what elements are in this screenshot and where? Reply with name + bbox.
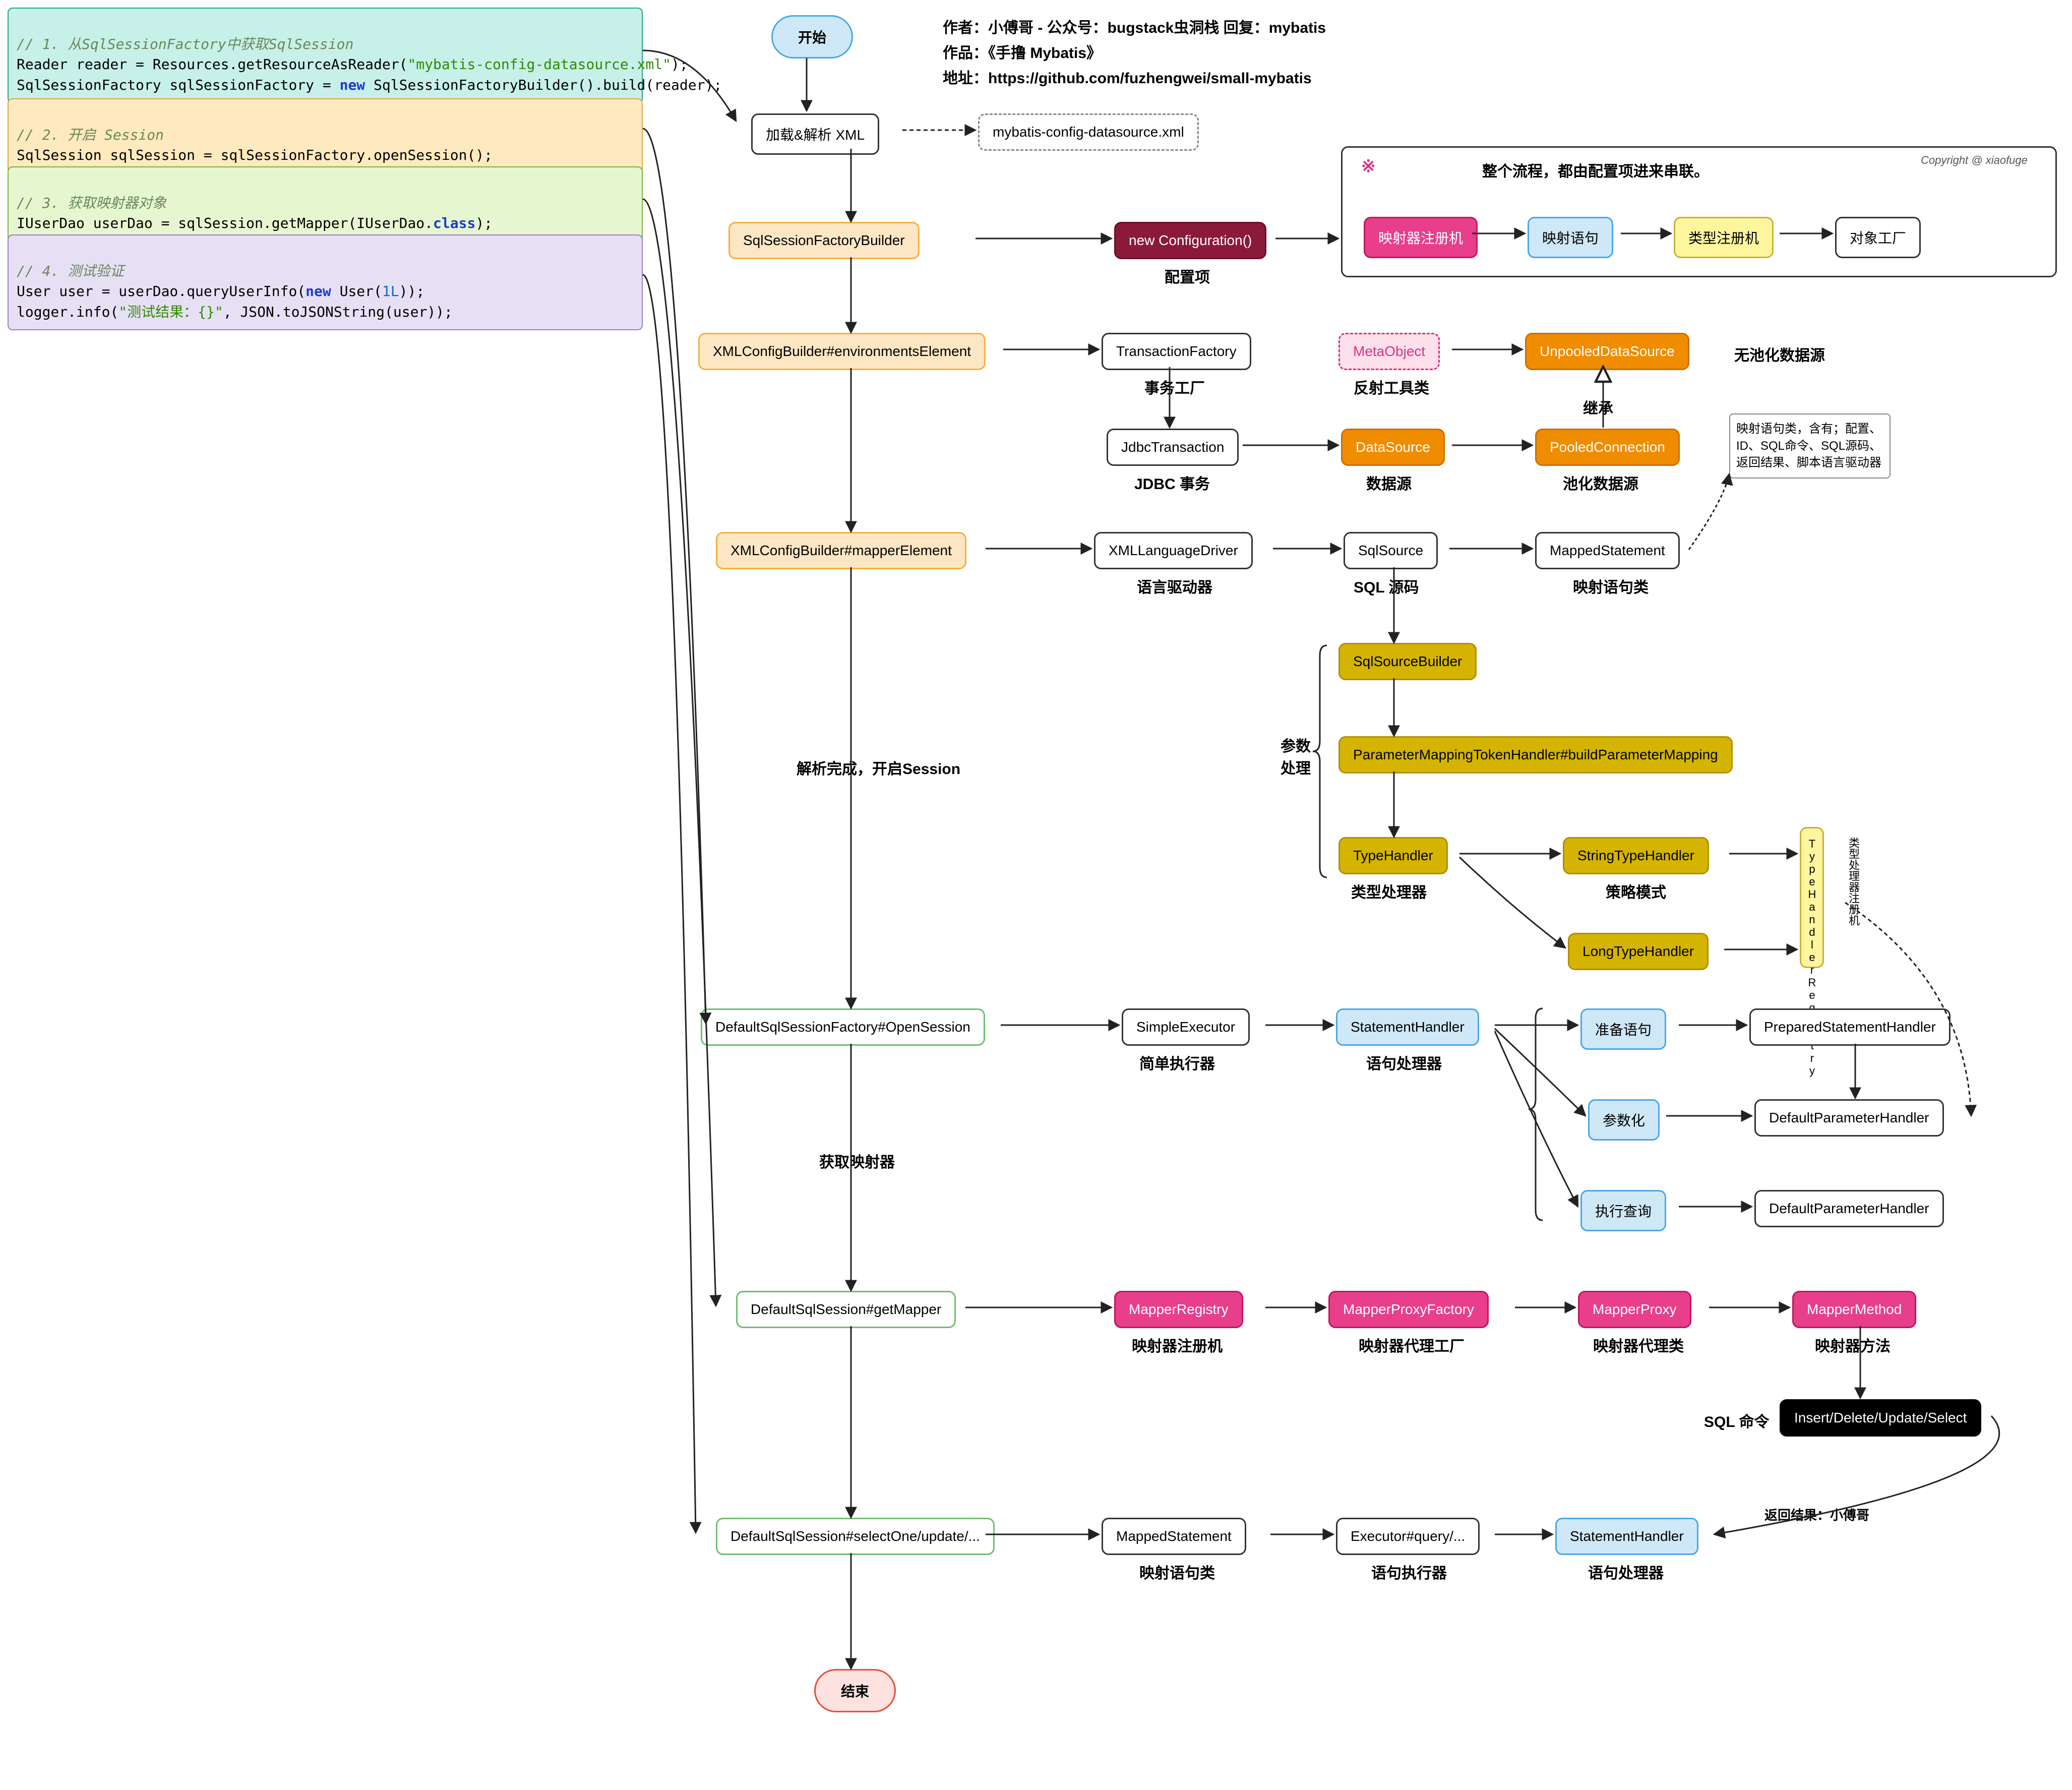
prep-stmt: 准备语句	[1580, 1008, 1666, 1050]
code-box-1: // 1. 从SqlSessionFactory中获取SqlSession Re…	[8, 8, 643, 103]
mapped-stmt2-sub: 映射语句类	[1139, 1561, 1215, 1583]
strategy-sub: 策略模式	[1606, 880, 1666, 902]
datasource-sub: 数据源	[1366, 471, 1412, 494]
dph2: DefaultParameterHandler	[1754, 1190, 1944, 1227]
mapper-proxy-sub: 映射器代理类	[1593, 1334, 1684, 1356]
sql-src-builder: SqlSourceBuilder	[1338, 643, 1477, 680]
mapped-stmt2: MappedStatement	[1102, 1518, 1246, 1555]
start-node: 开始	[771, 15, 853, 58]
select-one: DefaultSqlSession#selectOne/update/...	[716, 1518, 995, 1555]
meta-author: 作者：小傅哥 - 公众号：bugstack虫洞栈 回复：mybatis	[943, 15, 1326, 37]
mapper-method: MapperMethod	[1792, 1291, 1916, 1328]
pooled-sub: 池化数据源	[1563, 471, 1638, 494]
tx-factory: TransactionFactory	[1102, 333, 1251, 370]
crud: Insert/Delete/Update/Select	[1780, 1399, 1981, 1437]
open-session: DefaultSqlSessionFactory#OpenSession	[701, 1008, 985, 1046]
datasource: DataSource	[1341, 429, 1445, 466]
get-mapper: DefaultSqlSession#getMapper	[736, 1291, 956, 1328]
type-handler-sub: 类型处理器	[1351, 880, 1427, 902]
th-registry: TypeHandlerRegistry	[1800, 827, 1824, 968]
stmt-handler2-sub: 语句处理器	[1588, 1561, 1664, 1583]
long-th: LongTypeHandler	[1568, 933, 1709, 970]
meta-object-sub: 反射工具类	[1354, 376, 1429, 398]
string-th: StringTypeHandler	[1563, 837, 1709, 874]
mapper-method-sub: 映射器方法	[1815, 1334, 1891, 1356]
stmt-handler: StatementHandler	[1336, 1008, 1479, 1046]
code-box-4: // 4. 测试验证 User user = userDao.queryUser…	[8, 234, 643, 330]
mapped-stmt-sub: 映射语句类	[1573, 575, 1649, 597]
code-box-3: // 3. 获取映射器对象 IUserDao userDao = sqlSess…	[8, 166, 643, 242]
xml-lang: XMLLanguageDriver	[1094, 532, 1253, 569]
paramize: 参数化	[1588, 1099, 1660, 1141]
mapper-pf-sub: 映射器代理工厂	[1359, 1334, 1465, 1356]
sqlsource-sub: SQL 源码	[1354, 575, 1419, 597]
param-group: 参数 处理	[1281, 734, 1311, 778]
type-handler: TypeHandler	[1338, 837, 1448, 874]
exec-query2: Executor#query/...	[1336, 1518, 1480, 1555]
unpooled-sub: 无池化数据源	[1734, 343, 1825, 365]
tx-factory-sub: 事务工厂	[1144, 376, 1205, 398]
config-file: mybatis-config-datasource.xml	[978, 113, 1199, 151]
copyright: Copyright @ xiaofuge	[1921, 154, 2028, 167]
exec-query: 执行查询	[1580, 1190, 1666, 1231]
mapper-pf: MapperProxyFactory	[1328, 1291, 1489, 1328]
tg-a: 映射器注册机	[1364, 217, 1478, 258]
tooltip-mapped: 映射语句类，含有；配置、ID、SQL命令、SQL源码、返回结果、脚本语言驱动器	[1729, 413, 1891, 479]
meta-work: 作品：《手撸 Mybatis》	[943, 40, 1102, 63]
mapped-stmt: MappedStatement	[1535, 532, 1680, 569]
pooled: PooledConnection	[1535, 429, 1680, 466]
stmt-handler-sub: 语句处理器	[1366, 1051, 1442, 1073]
th-registry-side: 类型处理器注册机	[1845, 837, 1861, 926]
tg-d: 对象工厂	[1835, 217, 1921, 258]
jdbc-tx-sub: JDBC 事务	[1134, 471, 1210, 494]
jdbc-tx: JdbcTransaction	[1107, 429, 1239, 466]
sqlsource: SqlSource	[1344, 532, 1438, 569]
simple-exec: SimpleExecutor	[1122, 1008, 1250, 1046]
top-group-star: ※	[1361, 156, 1376, 176]
top-group-title: 整个流程，都由配置项进来串联。	[1482, 159, 1709, 181]
psh: PreparedStatementHandler	[1749, 1008, 1951, 1046]
new-config-sub: 配置项	[1165, 265, 1210, 287]
parse-done: 解析完成，开启Session	[797, 756, 960, 779]
tg-c: 类型注册机	[1674, 217, 1774, 258]
meta-url: 地址：https://github.com/fuzhengwei/small-m…	[943, 66, 1312, 88]
param-mapping: ParameterMappingTokenHandler#buildParame…	[1338, 736, 1733, 773]
get-mapper-lbl: 获取映射器	[819, 1150, 895, 1172]
stmt-handler2: StatementHandler	[1555, 1518, 1698, 1555]
tg-b: 映射语句	[1528, 217, 1613, 258]
end-node: 结束	[814, 1669, 896, 1712]
xml-env: XMLConfigBuilder#environmentsElement	[698, 333, 986, 370]
unpooled: UnpooledDataSource	[1525, 333, 1689, 370]
code-box-2: // 2. 开启 Session SqlSession sqlSession =…	[8, 98, 643, 174]
sql-cmd: SQL 命令	[1704, 1409, 1769, 1431]
load-xml: 加载&解析 XML	[751, 113, 879, 155]
mapper-reg: MapperRegistry	[1114, 1291, 1243, 1328]
return-result: 返回结果：小傅哥	[1764, 1505, 1869, 1524]
mapper-reg-sub: 映射器注册机	[1132, 1334, 1223, 1356]
meta-object: MetaObject	[1338, 333, 1440, 370]
new-config: new Configuration()	[1114, 222, 1266, 259]
exec-query2-sub: 语句执行器	[1371, 1561, 1447, 1583]
dph1: DefaultParameterHandler	[1754, 1099, 1944, 1137]
mapper-proxy: MapperProxy	[1578, 1291, 1691, 1328]
xml-mapper: XMLConfigBuilder#mapperElement	[716, 532, 966, 569]
xml-lang-sub: 语言驱动器	[1137, 575, 1212, 597]
inherit: 继承	[1583, 396, 1613, 418]
ssfb: SqlSessionFactoryBuilder	[728, 222, 920, 259]
simple-exec-sub: 简单执行器	[1139, 1051, 1215, 1073]
